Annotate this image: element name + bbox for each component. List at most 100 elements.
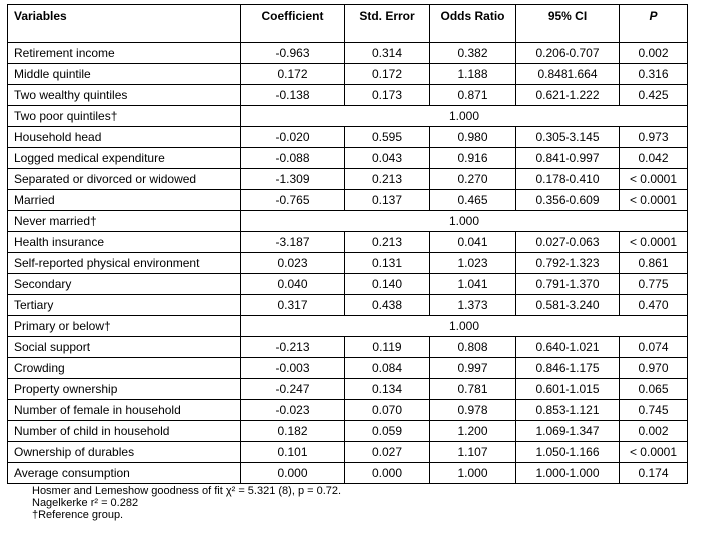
cell-variable: Middle quintile (7, 63, 241, 85)
cell-std-error: 0.119 (344, 336, 430, 358)
cell-variable: Health insurance (7, 231, 241, 253)
cell-std-error: 0.140 (344, 273, 430, 295)
cell-p: 0.973 (619, 126, 688, 148)
cell-odds-ratio: 0.041 (429, 231, 516, 253)
cell-variable: Tertiary (7, 294, 241, 316)
cell-coefficient: -0.138 (240, 84, 345, 106)
table-row: Tertiary 0.317 0.438 1.373 0.581-3.240 0.470 (7, 294, 688, 316)
cell-variable: Number of female in household (7, 399, 241, 421)
cell-std-error: 0.059 (344, 420, 430, 442)
cell-odds-ratio: 0.916 (429, 147, 516, 169)
cell-odds-ratio: 0.465 (429, 189, 516, 211)
cell-ci: 0.846-1.175 (515, 357, 620, 379)
table-row: Social support -0.213 0.119 0.808 0.640-1.02… (7, 336, 688, 358)
table-row: Property ownership -0.247 0.134 0.781 0.601-… (7, 378, 688, 400)
cell-ci: 0.792-1.323 (515, 252, 620, 274)
cell-ci: 0.601-1.015 (515, 378, 620, 400)
cell-variable: Ownership of durables (7, 441, 241, 463)
cell-ci: 0.8481.664 (515, 63, 620, 85)
cell-p: 0.316 (619, 63, 688, 85)
cell-coefficient: -0.003 (240, 357, 345, 379)
cell-variable: Household head (7, 126, 241, 148)
table-body: Retirement income -0.963 0.314 0.382 0.206-0… (7, 42, 688, 484)
cell-coefficient: 0.040 (240, 273, 345, 295)
cell-odds-ratio: 0.871 (429, 84, 516, 106)
header-odds-ratio: Odds Ratio (429, 4, 516, 43)
cell-coefficient: -0.023 (240, 399, 345, 421)
cell-ci: 0.027-0.063 (515, 231, 620, 253)
table-row: Household head -0.020 0.595 0.980 0.305-3.14… (7, 126, 688, 148)
reference-row: Primary or below† 1.000 (7, 315, 688, 337)
cell-variable: Logged medical expenditure (7, 147, 241, 169)
cell-std-error: 0.213 (344, 168, 430, 190)
footnote-nagelkerke: Nagelkerke r² = 0.282 (32, 497, 139, 509)
table-footnotes: Hosmer and Lemeshow goodness of fit χ² =… (7, 485, 687, 521)
cell-std-error: 0.027 (344, 441, 430, 463)
table-row: Secondary 0.040 0.140 1.041 0.791-1.370 0.775 (7, 273, 688, 295)
cell-coefficient: -0.088 (240, 147, 345, 169)
cell-variable: Self-reported physical environment (7, 252, 241, 274)
cell-variable: Property ownership (7, 378, 241, 400)
header-p: P (619, 4, 688, 43)
cell-p: 0.775 (619, 273, 688, 295)
cell-variable: Retirement income (7, 42, 241, 64)
reference-row: Never married† 1.000 (7, 210, 688, 232)
cell-p: 0.745 (619, 399, 688, 421)
table-row: Number of female in household -0.023 0.070… (7, 399, 688, 421)
table-row: Middle quintile 0.172 0.172 1.188 0.8481.664… (7, 63, 688, 85)
cell-p: 0.425 (619, 84, 688, 106)
cell-odds-ratio: 0.382 (429, 42, 516, 64)
cell-std-error: 0.172 (344, 63, 430, 85)
header-coefficient: Coefficient (240, 4, 345, 43)
table-row: Number of child in household 0.182 0.059 1.… (7, 420, 688, 442)
header-ci: 95% CI (515, 4, 620, 43)
cell-std-error: 0.314 (344, 42, 430, 64)
cell-variable: Primary or below† (7, 315, 241, 337)
cell-p: 0.470 (619, 294, 688, 316)
cell-variable: Never married† (7, 210, 241, 232)
regression-table: Variables Coefficient Std. Error Odds Ra… (7, 4, 688, 484)
header-std-error: Std. Error (344, 4, 430, 43)
cell-std-error: 0.213 (344, 231, 430, 253)
cell-ci: 0.791-1.370 (515, 273, 620, 295)
cell-coefficient: -0.963 (240, 42, 345, 64)
cell-odds-ratio: 0.781 (429, 378, 516, 400)
table-row: Retirement income -0.963 0.314 0.382 0.206-0… (7, 42, 688, 64)
cell-odds-ratio: 1.373 (429, 294, 516, 316)
cell-variable: Two wealthy quintiles (7, 84, 241, 106)
cell-variable: Social support (7, 336, 241, 358)
cell-coefficient: 0.000 (240, 462, 345, 484)
cell-odds-ratio: 1.188 (429, 63, 516, 85)
cell-std-error: 0.173 (344, 84, 430, 106)
cell-coefficient: 0.023 (240, 252, 345, 274)
cell-std-error: 0.070 (344, 399, 430, 421)
cell-coefficient: -3.187 (240, 231, 345, 253)
cell-p: 0.970 (619, 357, 688, 379)
cell-ci: 0.640-1.021 (515, 336, 620, 358)
cell-ci: 0.305-3.145 (515, 126, 620, 148)
table-row: Ownership of durables 0.101 0.027 1.107 1.05… (7, 441, 688, 463)
cell-coefficient: 0.101 (240, 441, 345, 463)
cell-ci: 0.178-0.410 (515, 168, 620, 190)
cell-odds-ratio: 1.023 (429, 252, 516, 274)
cell-p: < 0.0001 (619, 189, 688, 211)
table-row: Average consumption 0.000 0.000 1.000 1.000-… (7, 462, 688, 484)
cell-std-error: 0.137 (344, 189, 430, 211)
cell-odds-ratio: 1.000 (429, 462, 516, 484)
cell-ci: 0.621-1.222 (515, 84, 620, 106)
cell-reference-odds-ratio: 1.000 (240, 210, 688, 232)
table-row: Crowding -0.003 0.084 0.997 0.846-1.175 0.970 (7, 357, 688, 379)
cell-odds-ratio: 0.978 (429, 399, 516, 421)
table-row: Health insurance -3.187 0.213 0.041 0.027-0.… (7, 231, 688, 253)
cell-variable: Average consumption (7, 462, 241, 484)
cell-odds-ratio: 0.270 (429, 168, 516, 190)
cell-p: 0.074 (619, 336, 688, 358)
table-row: Two wealthy quintiles -0.138 0.173 0.871 0.6… (7, 84, 688, 106)
cell-ci: 1.050-1.166 (515, 441, 620, 463)
cell-std-error: 0.084 (344, 357, 430, 379)
cell-p: 0.861 (619, 252, 688, 274)
table-row: Logged medical expenditure -0.088 0.043 0.9… (7, 147, 688, 169)
cell-ci: 0.853-1.121 (515, 399, 620, 421)
cell-coefficient: 0.317 (240, 294, 345, 316)
cell-p: 0.042 (619, 147, 688, 169)
